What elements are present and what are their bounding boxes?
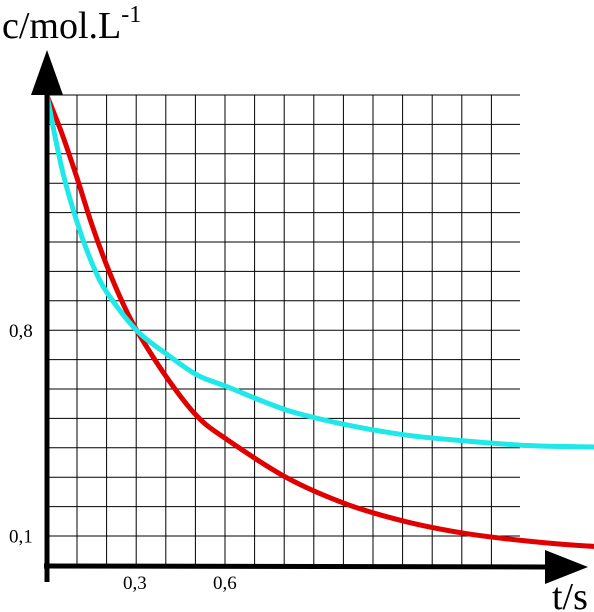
y-tick-label: 0,1 bbox=[9, 527, 33, 548]
series-line-cyan bbox=[44, 93, 594, 450]
y-axis-label-main: c/mol.L bbox=[2, 5, 121, 47]
axes bbox=[31, 50, 588, 584]
series-line-red bbox=[44, 93, 594, 549]
x-axis-line bbox=[43, 563, 546, 570]
data-series bbox=[44, 93, 594, 549]
x-axis-arrowhead bbox=[545, 550, 588, 584]
y-axis-arrowhead bbox=[31, 50, 63, 95]
grid bbox=[47, 94, 520, 566]
x-tick-label: 0,3 bbox=[123, 573, 147, 594]
x-tick-label: 0,6 bbox=[213, 573, 237, 594]
x-axis-label: t/s bbox=[552, 576, 588, 612]
y-axis-label: c/mol.L-1 bbox=[2, 2, 141, 47]
y-tick-label: 0,8 bbox=[9, 321, 33, 342]
y-axis-label-superscript: -1 bbox=[121, 2, 141, 28]
tick-labels: 0,3 0,6 0,8 0,1 bbox=[9, 321, 237, 594]
